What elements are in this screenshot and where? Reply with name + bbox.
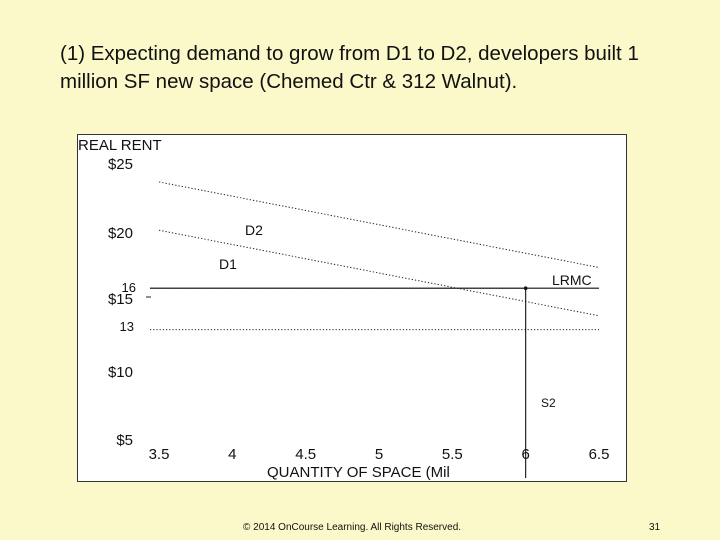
y-tick-label: $5 <box>116 432 133 449</box>
equilibrium-point <box>523 286 528 291</box>
x-axis-title: QUANTITY OF SPACE (Mil <box>267 464 450 481</box>
series-label-s2: S2 <box>541 396 556 410</box>
y-tick-label: $10 <box>108 364 133 381</box>
x-tick-label: 5 <box>375 446 383 463</box>
series-layer <box>150 181 600 478</box>
y-tick-label: $15 <box>108 291 133 308</box>
series-label-lrmc: LRMC <box>552 272 592 288</box>
page-number: 31 <box>649 522 661 533</box>
series-label-d1: D1 <box>219 256 237 272</box>
chart-panel <box>77 134 627 482</box>
reference-label-13: 13 <box>120 319 134 334</box>
x-tick-label: 4.5 <box>295 446 316 463</box>
x-tick-label: 6 <box>521 446 529 463</box>
x-tick-label: 4 <box>228 446 236 463</box>
x-tick-label: 5.5 <box>442 446 463 463</box>
label-layer: D2 D1 LRMC S2 REAL RENT QUANTITY OF SPACE (Mi… <box>78 137 609 481</box>
reference-label-16: 16 <box>122 280 136 295</box>
slide-title: (1) Expecting demand to grow from D1 to … <box>60 42 639 93</box>
series-line-d2 <box>158 181 600 268</box>
x-tick-label: 3.5 <box>149 446 170 463</box>
copyright-footer: © 2014 OnCourse Learning. All Rights Res… <box>243 522 462 533</box>
series-label-d2: D2 <box>245 222 263 238</box>
series-line-d1 <box>158 229 600 317</box>
y-axis-title: REAL RENT <box>78 137 162 154</box>
x-tick-label: 6.5 <box>589 446 610 463</box>
y-tick-label: $25 <box>108 156 133 173</box>
y-tick-label: $20 <box>108 225 133 242</box>
